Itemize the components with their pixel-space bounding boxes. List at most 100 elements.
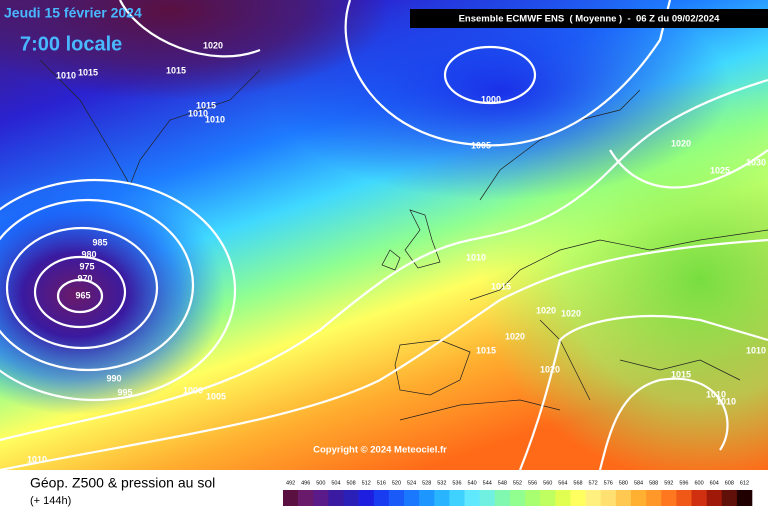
isobar-label: 995	[117, 387, 132, 397]
scale-label: 504	[331, 480, 340, 486]
scale-label: 544	[483, 480, 492, 486]
scale-label: 568	[573, 480, 582, 486]
scale-swatch	[358, 490, 375, 506]
isobar-label: 1010	[205, 114, 225, 124]
scale-label: 580	[619, 480, 628, 486]
isobar-label: 1015	[78, 67, 98, 77]
scale-swatch	[661, 490, 677, 506]
scale-label: 492	[286, 480, 295, 486]
isobar-label: 1005	[471, 140, 491, 150]
scale-swatch	[615, 490, 632, 506]
scale-label: 608	[725, 480, 734, 486]
isobar-label: 1020	[536, 305, 556, 315]
scale-swatch	[434, 490, 450, 506]
header-box	[410, 9, 768, 28]
isobar-label: 970	[77, 273, 92, 283]
scale-swatch	[525, 490, 541, 506]
isobar-label: 1020	[203, 40, 223, 50]
shading	[0, 175, 225, 415]
scale-label: 496	[301, 480, 310, 486]
scale-label: 600	[694, 480, 703, 486]
scale-label: 604	[710, 480, 719, 486]
scale-swatch	[373, 490, 390, 506]
footer-lead: (+ 144h)	[30, 495, 71, 507]
scale-swatch	[464, 490, 480, 506]
isobar-label: 1010	[56, 70, 76, 80]
isobar-label: 1020	[671, 138, 691, 148]
scale-swatch	[691, 490, 707, 506]
shading	[0, 0, 390, 100]
isobar-label: 1005	[206, 391, 226, 401]
isobar-label: 985	[92, 237, 107, 247]
scale-swatch	[600, 490, 617, 506]
isobar-label: 1000	[183, 385, 203, 395]
scale-label: 576	[604, 480, 613, 486]
date-title: Jeudi 15 février 2024	[4, 5, 142, 21]
isobar-label: 1010	[706, 389, 726, 399]
scale-swatch	[585, 490, 602, 506]
isobar-label: 990	[106, 373, 121, 383]
isobar-label: 1015	[196, 100, 216, 110]
scale-swatch	[706, 490, 723, 506]
scale-label: 520	[392, 480, 401, 486]
scale-swatch	[449, 490, 465, 506]
isobar-label: 1020	[540, 364, 560, 374]
isobar-label: 965	[75, 290, 90, 300]
isobar-label: 1000	[481, 94, 501, 104]
scale-swatch	[630, 490, 647, 506]
footer-label: Géop. Z500 & pression au sol	[30, 475, 215, 491]
scale-label: 516	[377, 480, 386, 486]
scale-label: 560	[543, 480, 552, 486]
scale-label: 584	[634, 480, 643, 486]
scale-label: 556	[528, 480, 537, 486]
scale-label: 564	[558, 480, 567, 486]
scale-label: 588	[649, 480, 658, 486]
scale-swatch	[298, 490, 314, 506]
scale-swatch	[555, 490, 571, 506]
isobar-label: 1015	[166, 65, 186, 75]
scale-label: 500	[316, 480, 325, 486]
isobar-label: 1010	[716, 396, 736, 406]
scale-swatch	[646, 490, 662, 506]
scale-label: 612	[740, 480, 749, 486]
scale-label: 536	[452, 480, 461, 486]
scale-label: 512	[362, 480, 371, 486]
scale-label: 508	[346, 480, 355, 486]
isobar-label: 1010	[188, 108, 208, 118]
copyright: Copyright © 2024 Meteociel.fr	[313, 445, 447, 456]
shading	[270, 0, 730, 200]
scale-swatch	[494, 490, 511, 506]
isobar-label: 1015	[671, 369, 691, 379]
scale-swatch	[343, 490, 359, 506]
scale-label: 572	[589, 480, 598, 486]
isobar-label: 1020	[505, 331, 525, 341]
scale-label: 540	[468, 480, 477, 486]
scale-swatch	[328, 490, 344, 506]
scale-label: 596	[679, 480, 688, 486]
isobar-label: 1030	[746, 157, 766, 167]
scale-label: 524	[407, 480, 416, 486]
isobar-label: 1025	[710, 165, 730, 175]
header: Ensemble ECMWF ENS ( Moyenne ) - 06 Z du…	[459, 14, 721, 25]
scale-label: 548	[498, 480, 507, 486]
scale-swatch	[676, 490, 692, 506]
color-scale: 492 496 500 504 508 512 516 520 524 528 532 536 540 5…	[283, 480, 753, 506]
isobar-label: 1015	[491, 281, 511, 291]
scale-label: 528	[422, 480, 431, 486]
isobar-label: 1010	[746, 345, 766, 355]
scale-label: 592	[664, 480, 673, 486]
scale-swatch	[404, 490, 420, 506]
scale-swatch	[540, 490, 556, 506]
isobar-label: 1010	[27, 454, 47, 464]
scale-swatch	[313, 490, 329, 506]
scale-swatch	[736, 490, 753, 506]
scale-swatch	[721, 490, 738, 506]
scale-swatch	[388, 490, 405, 506]
scale-swatch	[479, 490, 496, 506]
scale-label: 552	[513, 480, 522, 486]
isobar-label: 1015	[476, 345, 496, 355]
scale-swatch	[419, 490, 435, 506]
